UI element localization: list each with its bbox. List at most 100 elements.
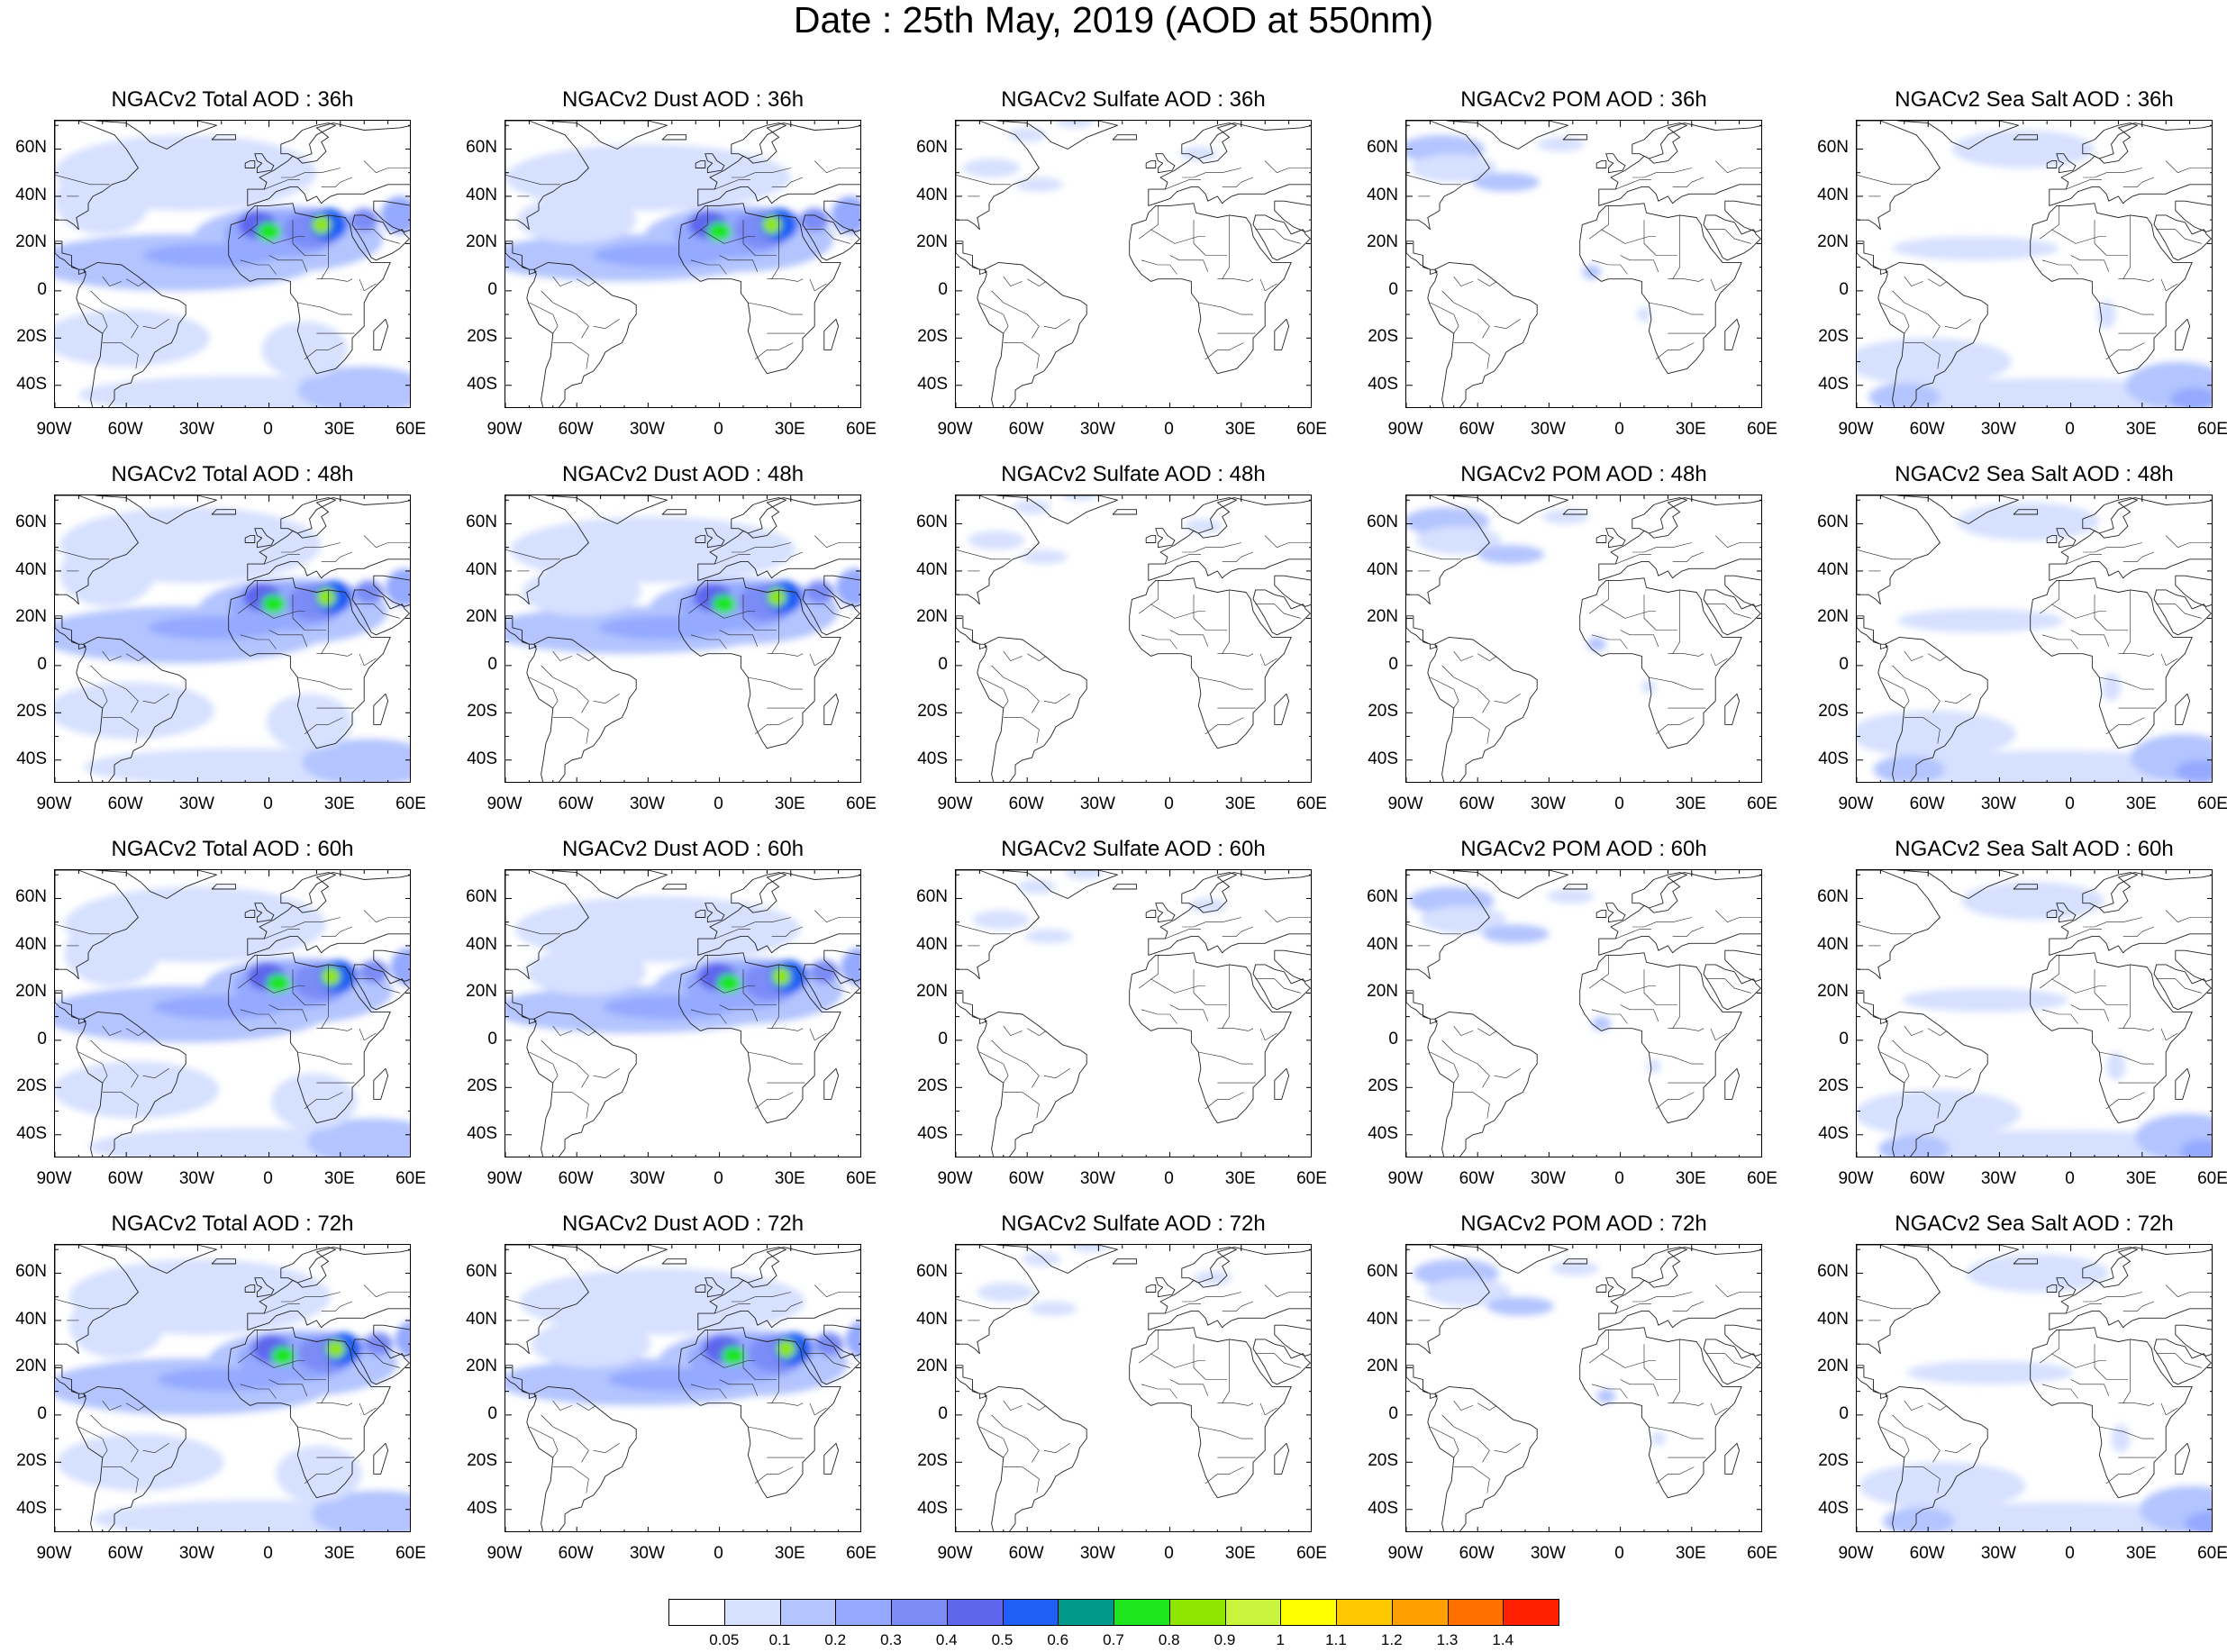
- coastline-greenland: [95, 870, 217, 899]
- map-panel-seasalt-4: NGACv2 Sea Salt AOD : 72h 60N 40N 20N 0 20S 40…: [1802, 1212, 2227, 1613]
- country-border: [2160, 653, 2178, 667]
- lat-tick-label: 60N: [466, 138, 497, 158]
- aod-patch: [1541, 509, 1590, 524]
- country-border: [2099, 1051, 2154, 1065]
- lat-tick-label: 20S: [16, 702, 47, 722]
- coastlines: [1857, 870, 2212, 1157]
- coastline-scandinavia: [280, 497, 336, 534]
- aod-map: [55, 495, 410, 782]
- aod-patch: [1188, 898, 1227, 913]
- aod-patch: [972, 910, 1030, 930]
- country-border: [1601, 229, 1657, 244]
- country-border: [2156, 1353, 2202, 1368]
- country-border: [2165, 910, 2212, 922]
- coastline-africa: [1129, 203, 1292, 375]
- coastline-greenland: [1896, 870, 2019, 899]
- coastline-britain: [2056, 528, 2077, 549]
- country-border: [1904, 1092, 1941, 1119]
- colorbar-box: [1114, 1599, 1170, 1626]
- country-border: [1620, 1379, 1659, 1397]
- coastline-northAmerica: [1406, 495, 1490, 605]
- country-border: [268, 1004, 308, 1022]
- country-border: [1430, 676, 1459, 709]
- country-border: [250, 604, 305, 619]
- lat-tick-label: 0: [37, 1029, 47, 1048]
- country-border: [2106, 342, 2145, 360]
- aod-shading: [972, 870, 1227, 944]
- map-frame: [955, 495, 1312, 783]
- coastline-africa: [228, 203, 391, 375]
- coastline-ireland: [1595, 535, 1607, 543]
- country-border: [1027, 278, 1047, 286]
- coastline-britain: [704, 153, 725, 174]
- country-border: [102, 1025, 123, 1036]
- country-border: [102, 1466, 139, 1493]
- colorbar-box: [1336, 1599, 1393, 1626]
- lon-tick-label: 60E: [395, 794, 426, 813]
- coastline-northAmerica: [1406, 870, 1490, 980]
- aod-patch: [390, 948, 410, 986]
- panel-title: NGACv2 POM AOD : 36h: [1460, 87, 1707, 112]
- country-border: [771, 214, 779, 279]
- country-border: [552, 650, 573, 661]
- coastline-northAmerica: [55, 121, 139, 231]
- country-border: [1259, 1402, 1277, 1416]
- lon-tick-label: 90W: [1387, 1169, 1423, 1188]
- aod-map: [1857, 495, 2212, 782]
- coastline-africa: [678, 577, 841, 749]
- map-frame: [504, 120, 861, 408]
- coastline-madagascar: [2175, 693, 2191, 725]
- country-border: [1668, 653, 1704, 657]
- country-border: [1255, 229, 1301, 244]
- colorbar-box: [1168, 1599, 1226, 1626]
- country-border: [142, 694, 169, 704]
- panel-title: NGACv2 Total AOD : 36h: [111, 87, 354, 112]
- frame-ticks: [55, 495, 410, 782]
- country-border: [1165, 554, 1201, 565]
- country-border: [2118, 1402, 2155, 1406]
- coastline-madagascar: [2175, 1442, 2191, 1475]
- aod-patch: [712, 595, 737, 614]
- aod-patch: [1883, 1507, 1955, 1531]
- coastline-northAmerica: [505, 495, 589, 605]
- coastline-ireland: [695, 535, 706, 543]
- country-border: [359, 653, 377, 667]
- lon-tick-label: 0: [1164, 794, 1174, 813]
- frame-ticks: [55, 121, 410, 407]
- colorbar-label: 1.4: [1492, 1631, 1514, 1648]
- aod-patch: [532, 1321, 650, 1368]
- frame-ticks: [505, 121, 860, 407]
- country-border: [2051, 604, 2107, 619]
- map-frame: [1405, 1244, 1762, 1532]
- coastline-caribbean: [505, 615, 537, 649]
- country-border: [363, 535, 410, 548]
- coastline-northAmerica: [505, 121, 589, 231]
- coastline-madagascar: [1274, 318, 1290, 350]
- country-border: [2122, 589, 2131, 654]
- country-border: [1857, 175, 1912, 186]
- map-frame: [54, 495, 411, 783]
- lat-tick-label: 40N: [1817, 185, 1849, 204]
- country-border: [1591, 259, 1628, 275]
- aod-shading: [1857, 502, 2212, 782]
- lon-tick-label: 0: [1614, 1169, 1624, 1188]
- country-border: [102, 276, 123, 286]
- map-panel-pom-1: NGACv2 POM AOD : 36h 60N 40N 20N 0 20S 40S 90W 6…: [1351, 87, 1802, 489]
- lat-tick-label: 0: [37, 654, 47, 674]
- coastline-caribbean: [55, 241, 86, 275]
- lat-tick-label: 40S: [917, 1498, 948, 1518]
- lat-tick-label: 40S: [16, 749, 47, 768]
- country-border: [1615, 554, 1651, 565]
- aod-patch: [1537, 137, 1585, 152]
- colorbar-label: 0.05: [709, 1631, 740, 1648]
- lat-tick-label: 40N: [1367, 559, 1398, 579]
- country-border: [305, 1092, 343, 1110]
- country-border: [1205, 342, 1244, 360]
- country-border: [771, 964, 779, 1029]
- country-border: [78, 302, 108, 334]
- coastline-northAmerica: [1406, 1245, 1490, 1355]
- map-frame: [504, 1244, 861, 1532]
- coastline-europe: [1148, 872, 1311, 956]
- aod-shading: [55, 1258, 410, 1531]
- aod-map: [956, 870, 1311, 1157]
